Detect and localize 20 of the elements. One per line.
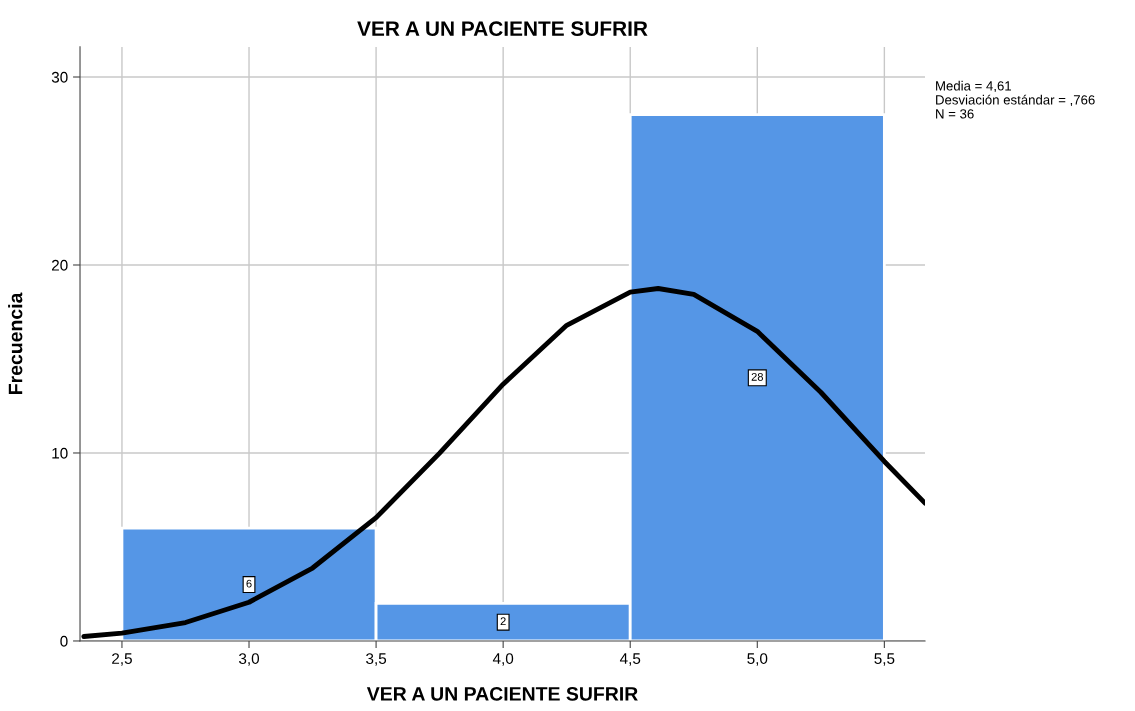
x-tick-label: 3,5	[366, 653, 387, 666]
x-tick-label: 5,0	[747, 653, 768, 666]
data-label: 2	[500, 617, 506, 626]
y-tick-label: 0	[60, 635, 68, 647]
y-tick-label: 10	[52, 447, 68, 459]
text: Media = 4,61	[936, 80, 1012, 93]
chart-title: VER A UN PACIENTE SUFRIR	[357, 21, 648, 37]
text: Desviación estándar = ,766	[936, 94, 1095, 107]
x-tick-label: 5,5	[874, 653, 895, 666]
y-tick-label: 20	[51, 259, 68, 271]
x-tick-label: 3,0	[238, 653, 260, 666]
y-axis-title: Frecuencia	[8, 292, 23, 394]
x-axis-title: VER A UN PACIENTE SUFRIR	[366, 686, 638, 701]
y-tick-label: 30	[51, 71, 68, 83]
data-label: 6	[246, 579, 252, 588]
x-tick-label: 4,5	[619, 653, 641, 666]
x-tick-label: 4,0	[492, 653, 514, 666]
x-tick-label: 2,5	[112, 653, 132, 666]
data-label: 28	[751, 372, 763, 381]
text: N = 36	[936, 109, 974, 119]
